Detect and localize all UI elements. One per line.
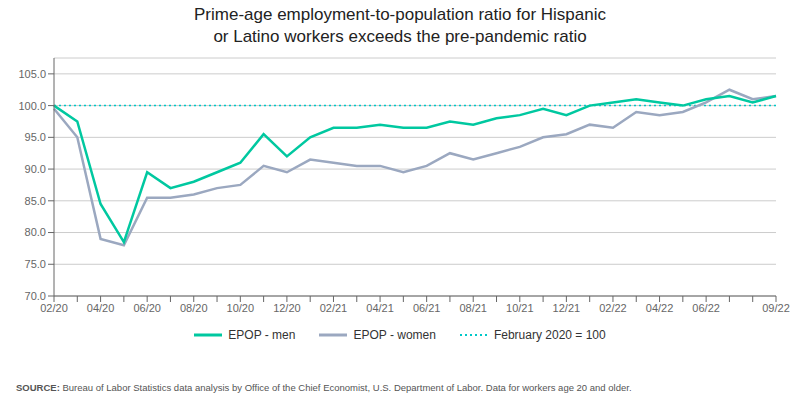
svg-text:06/22: 06/22 bbox=[692, 302, 720, 314]
svg-text:85.0: 85.0 bbox=[25, 195, 46, 207]
html-text:Prime-age employment-to-popula: Prime-age employment-to-population ratio… bbox=[194, 5, 606, 46]
svg-text:06/20: 06/20 bbox=[133, 302, 161, 314]
svg-text:80.0: 80.0 bbox=[25, 226, 46, 238]
html-text:EPOP - women: EPOP - women bbox=[353, 328, 436, 342]
svg-text:02/20: 02/20 bbox=[40, 302, 68, 314]
svg-text:105.0: 105.0 bbox=[18, 68, 46, 80]
svg-text:06/21: 06/21 bbox=[413, 302, 441, 314]
svg-text:04/22: 04/22 bbox=[646, 302, 674, 314]
svg-text:12/21: 12/21 bbox=[553, 302, 581, 314]
svg-text:10/21: 10/21 bbox=[506, 302, 534, 314]
svg-text:100.0: 100.0 bbox=[18, 100, 46, 112]
svg-text:04/20: 04/20 bbox=[87, 302, 115, 314]
svg-text:09/22: 09/22 bbox=[762, 302, 790, 314]
svg-text:90.0: 90.0 bbox=[25, 163, 46, 175]
svg-text:75.0: 75.0 bbox=[25, 258, 46, 270]
svg-text:08/21: 08/21 bbox=[459, 302, 487, 314]
svg-text:12/20: 12/20 bbox=[273, 302, 301, 314]
html-text:February 2020 = 100: February 2020 = 100 bbox=[493, 328, 606, 342]
svg-text:70.0: 70.0 bbox=[25, 290, 46, 302]
html-text:SOURCE: Bureau of Labor Statis: SOURCE: Bureau of Labor Statistics data … bbox=[16, 382, 632, 393]
html-text:EPOP - men: EPOP - men bbox=[228, 328, 296, 342]
svg-text:95.0: 95.0 bbox=[25, 131, 46, 143]
svg-text:02/22: 02/22 bbox=[599, 302, 627, 314]
svg-text:08/20: 08/20 bbox=[180, 302, 208, 314]
svg-text:10/20: 10/20 bbox=[227, 302, 255, 314]
svg-text:04/21: 04/21 bbox=[366, 302, 394, 314]
svg-text:02/21: 02/21 bbox=[320, 302, 348, 314]
